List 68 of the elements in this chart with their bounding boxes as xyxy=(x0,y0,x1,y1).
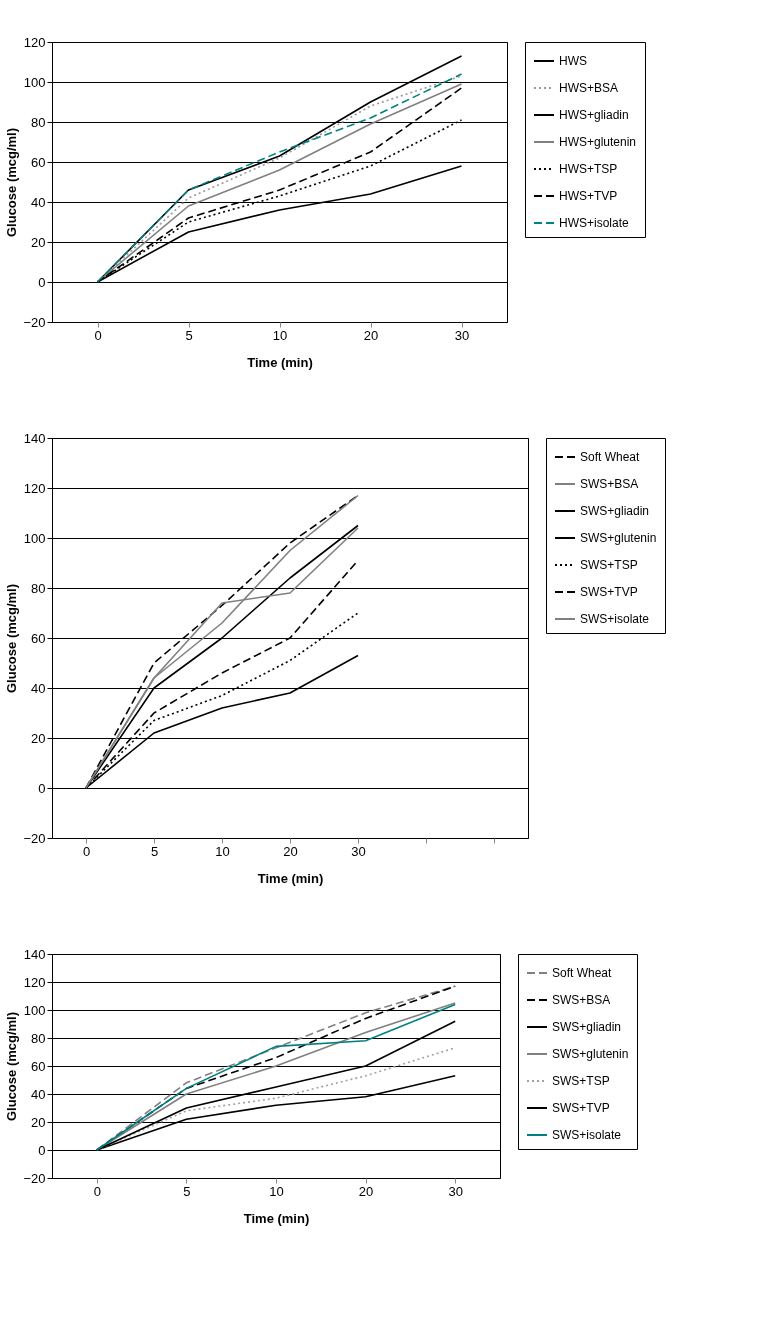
legend-label: Soft Wheat xyxy=(580,450,641,464)
x-tick-label: 0 xyxy=(93,1183,101,1199)
y-tick-label: 60 xyxy=(31,154,46,170)
legend-label: SWS+TSP xyxy=(580,558,638,572)
y-axis-title: Glucose (mcg/ml) xyxy=(4,127,20,238)
y-tick-label: 20 xyxy=(31,1114,46,1130)
y-tick-label: −20 xyxy=(23,1170,46,1186)
y-tick-label: 20 xyxy=(31,730,46,746)
y-tick-label: −20 xyxy=(23,830,46,846)
y-tick-label: −20 xyxy=(23,314,46,330)
y-tick-label: 100 xyxy=(23,530,46,546)
x-axis-title: Time (min) xyxy=(243,1210,310,1226)
y-tick-label: 0 xyxy=(38,780,46,796)
legend-label: HWS xyxy=(559,54,587,68)
x-tick-label: 30 xyxy=(454,327,470,343)
y-tick-label: 60 xyxy=(31,630,46,646)
y-tick-label: 80 xyxy=(31,580,46,596)
x-tick-label: 20 xyxy=(363,327,379,343)
y-axis-title: Glucose (mcg/ml) xyxy=(4,583,20,694)
legend-label: SWS+isolate xyxy=(580,612,650,626)
legend-label: SWS+glutenin xyxy=(552,1047,629,1061)
y-tick-label: 60 xyxy=(31,1058,46,1074)
y-tick-label: 100 xyxy=(23,74,46,90)
y-tick-label: 120 xyxy=(23,34,46,50)
legend-label: SWS+TVP xyxy=(552,1101,610,1115)
legend-label: HWS+BSA xyxy=(559,81,619,95)
y-tick-label: 20 xyxy=(31,234,46,250)
y-tick-label: 140 xyxy=(23,946,46,962)
x-axis-title: Time (min) xyxy=(247,354,313,370)
legend-label: Soft Wheat xyxy=(552,966,613,980)
legend-label: SWS+TSP xyxy=(552,1074,610,1088)
legend-label: SWS+BSA xyxy=(580,477,639,491)
x-tick-label: 30 xyxy=(351,843,366,859)
legend-label: SWS+BSA xyxy=(552,993,611,1007)
legend-label: SWS+gliadin xyxy=(552,1020,622,1034)
y-tick-label: 40 xyxy=(31,680,46,696)
x-tick-label: 5 xyxy=(183,1183,191,1199)
legend-label: HWS+glutenin xyxy=(559,135,637,149)
x-tick-label: 0 xyxy=(94,327,102,343)
y-tick-label: 0 xyxy=(38,274,46,290)
x-tick-label: 5 xyxy=(150,843,159,859)
y-tick-label: 120 xyxy=(23,480,46,496)
x-tick-label: 30 xyxy=(448,1183,463,1199)
y-tick-label: 100 xyxy=(23,1002,46,1018)
y-tick-label: 40 xyxy=(31,1086,46,1102)
x-axis-title: Time (min) xyxy=(257,870,324,886)
y-tick-label: 40 xyxy=(31,194,46,210)
legend-label: SWS+TVP xyxy=(580,585,638,599)
y-tick-label: 80 xyxy=(31,1030,46,1046)
x-tick-label: 10 xyxy=(269,1183,284,1199)
y-tick-label: 0 xyxy=(38,1142,46,1158)
legend-label: HWS+isolate xyxy=(559,216,630,230)
y-tick-label: 140 xyxy=(23,430,46,446)
y-tick-label: 120 xyxy=(23,974,46,990)
x-tick-label: 20 xyxy=(358,1183,374,1199)
x-tick-label: 10 xyxy=(272,327,288,343)
x-tick-label: 10 xyxy=(215,843,230,859)
y-axis-title: Glucose (mcg/ml) xyxy=(4,1011,20,1122)
x-tick-label: 20 xyxy=(283,843,298,859)
legend-label: HWS+TSP xyxy=(559,162,618,176)
legend-label: HWS+TVP xyxy=(559,189,618,203)
x-tick-label: 5 xyxy=(185,327,193,343)
legend-label: HWS+gliadin xyxy=(559,108,629,122)
legend-label: SWS+gliadin xyxy=(580,504,650,518)
legend-label: SWS+isolate xyxy=(552,1128,622,1142)
x-tick-label: 0 xyxy=(82,843,91,859)
y-tick-label: 80 xyxy=(31,114,46,130)
legend-label: SWS+glutenin xyxy=(580,531,657,545)
